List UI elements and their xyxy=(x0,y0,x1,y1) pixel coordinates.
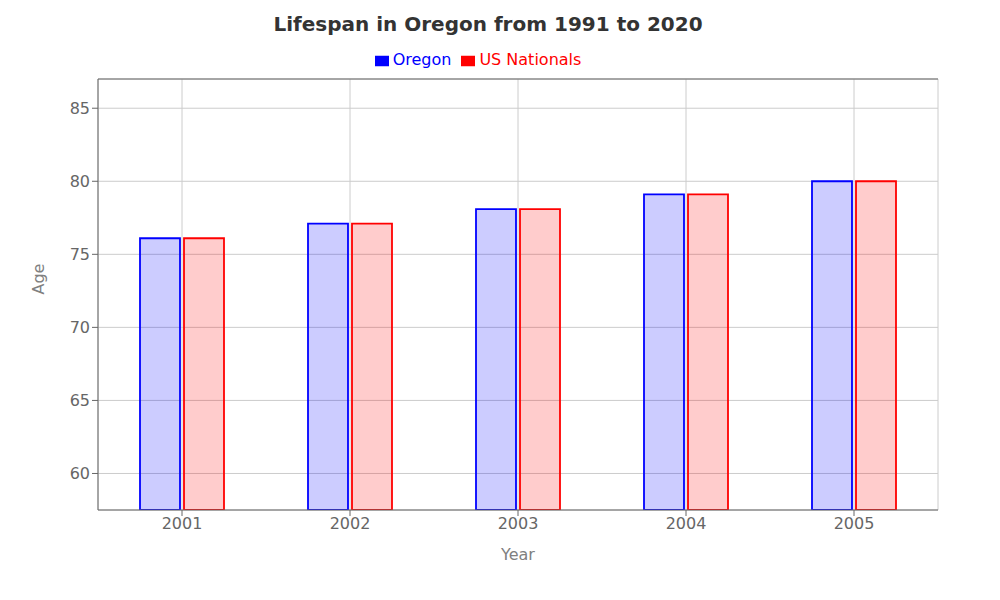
svg-text:65: 65 xyxy=(70,391,90,410)
svg-text:Age: Age xyxy=(29,264,48,295)
svg-text:85: 85 xyxy=(70,99,90,118)
svg-text:80: 80 xyxy=(70,172,90,191)
svg-text:75: 75 xyxy=(70,245,90,264)
svg-text:2002: 2002 xyxy=(330,514,371,533)
svg-text:2001: 2001 xyxy=(162,514,203,533)
svg-text:2004: 2004 xyxy=(666,514,707,533)
svg-text:Year: Year xyxy=(500,545,535,564)
html-text:Oregon: Oregon xyxy=(392,50,452,69)
svg-text:70: 70 xyxy=(70,318,90,337)
html-text:Lifespan in Oregon from 1991 t: Lifespan in Oregon from 1991 to 2020 xyxy=(273,12,703,36)
html-text:US Nationals: US Nationals xyxy=(479,50,582,69)
svg-text:2003: 2003 xyxy=(498,514,539,533)
svg-text:2005: 2005 xyxy=(834,514,875,533)
svg-text:60: 60 xyxy=(70,464,90,483)
